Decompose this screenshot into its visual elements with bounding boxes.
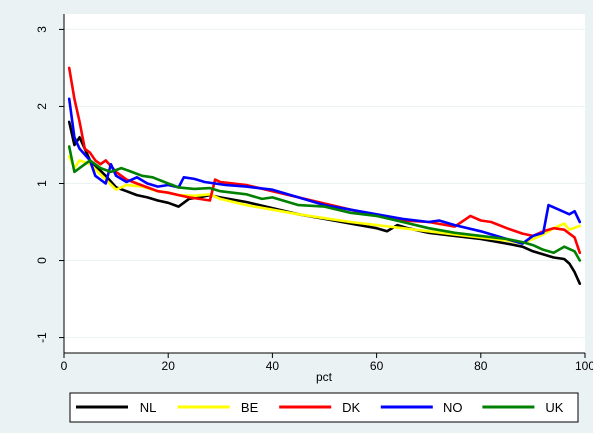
legend: NL BE DK NO UK	[69, 392, 579, 423]
x-tick-label: 100	[575, 359, 593, 373]
legend-label-uk: UK	[545, 400, 563, 415]
y-tick-label: -1	[35, 332, 49, 343]
x-tick-label: 80	[474, 359, 488, 373]
x-tick-label: 60	[370, 359, 384, 373]
legend-label-no: NO	[443, 400, 463, 415]
legend-label-dk: DK	[342, 400, 360, 415]
series-line-be	[67, 155, 582, 245]
series-line-uk	[67, 145, 582, 262]
y-tick-label: 0	[35, 257, 49, 264]
legend-label-nl: NL	[140, 400, 157, 415]
y-tick-label: 2	[35, 103, 49, 110]
x-axis-title: pct	[316, 370, 333, 384]
y-tick-label: 3	[35, 26, 49, 33]
series-line-dk	[67, 66, 582, 255]
series-layer	[67, 66, 582, 286]
legend-label-be: BE	[241, 400, 259, 415]
series-line-no	[67, 97, 582, 245]
axis-layer: -1 0 1 2 3 0 20 40 60 80 100	[35, 14, 593, 373]
x-tick-label: 0	[61, 359, 68, 373]
x-tick-label: 40	[266, 359, 280, 373]
y-tick-label: 1	[35, 180, 49, 187]
x-tick-label: 20	[162, 359, 176, 373]
